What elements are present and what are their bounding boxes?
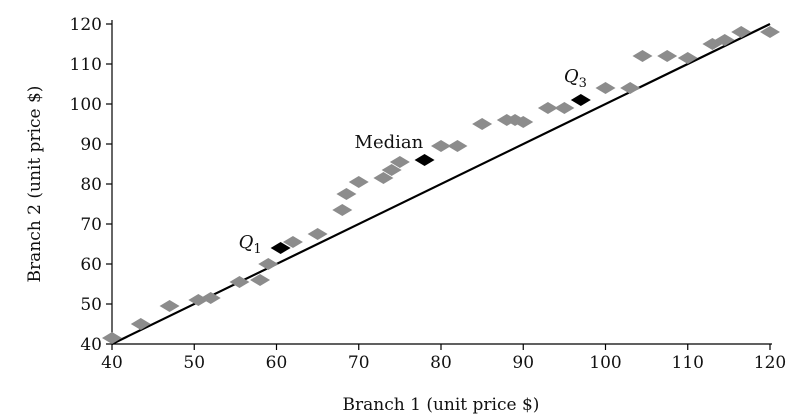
y-tick-label: 40 [80,335,102,355]
data-point [537,102,558,114]
y-tick-label: 60 [80,255,102,275]
data-point [332,204,353,216]
x-tick-label: 100 [589,353,621,373]
data-point [307,228,328,240]
data-point [714,34,735,46]
data-point [200,292,221,304]
data-point [447,140,468,152]
quartile-label: Q1 [239,232,262,257]
data-point [348,176,369,188]
data-point [258,258,279,270]
data-point [336,188,357,200]
x-tick-label: 110 [672,353,704,373]
data-points [102,26,780,344]
y-tick-label: 90 [80,135,102,155]
data-point [513,116,534,128]
x-tick-label: 50 [183,353,205,373]
data-point [472,118,493,130]
data-point [159,300,180,312]
median-label: Median [355,132,424,153]
quartile-point [414,154,435,166]
x-tick-label: 90 [512,353,534,373]
data-point [250,274,271,286]
quartile-point [270,242,291,254]
x-tick-label: 120 [754,353,786,373]
x-tick-label: 60 [266,353,288,373]
x-tick-label: 40 [101,353,123,373]
y-tick-label: 100 [70,95,102,115]
y-tick-label: 70 [80,215,102,235]
data-point [389,156,410,168]
x-axis-title: Branch 1 (unit price $) [343,395,540,415]
data-point [554,102,575,114]
data-point [657,50,678,62]
y-tick-label: 110 [70,55,102,75]
data-point [431,140,451,152]
data-point [373,172,394,184]
data-point [282,236,303,248]
plot-area [111,23,771,345]
y-tick-label: 80 [80,175,102,195]
x-tick-label: 80 [430,353,452,373]
annotations: Q1 Median Q3 [239,66,587,257]
data-point [595,82,616,94]
data-point [229,276,250,288]
data-point [760,26,780,38]
data-point [731,26,752,38]
y-tick-label: 120 [70,15,102,35]
data-point [677,52,698,64]
axes: 40 50 60 70 80 90 100 110 120 40 50 60 70 80 90 100 110 1… [70,15,787,373]
data-point [620,82,641,94]
data-point [381,164,402,176]
quartile-label: Q3 [564,66,587,91]
x-tick-label: 70 [348,353,370,373]
data-point [130,318,151,330]
reference-line [111,23,771,345]
y-tick-label: 50 [80,295,102,315]
quartile-point [570,94,591,106]
data-point [102,332,122,344]
data-point [632,50,653,62]
y-axis-title: Branch 2 (unit price $) [25,86,45,283]
